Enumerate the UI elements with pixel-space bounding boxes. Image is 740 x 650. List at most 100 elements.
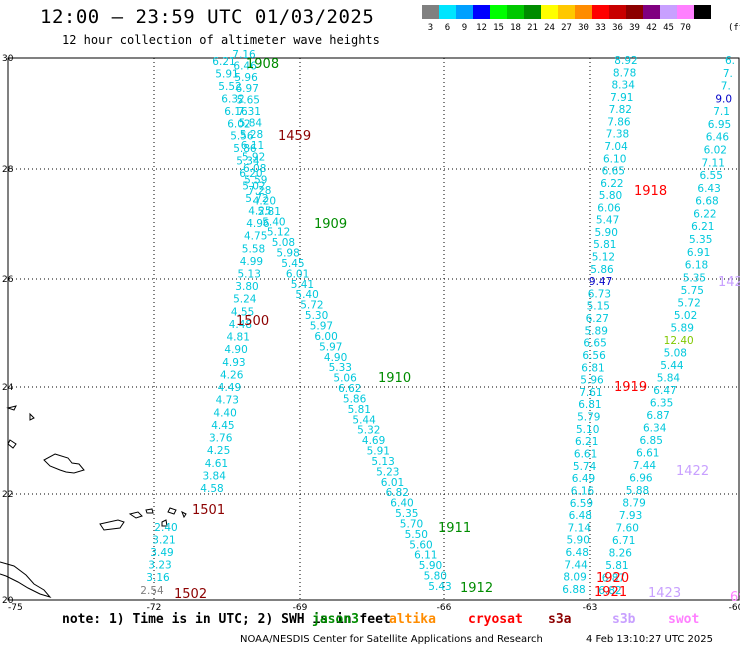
wave-height-value: 6.02 [704,145,727,157]
colorbar-label: 15 [493,23,504,33]
wave-height-value: 5.74 [573,461,597,473]
wave-height-value: 5.65 [237,95,260,107]
wave-height-value: 5.90 [567,535,590,547]
wave-height-value: 2.40 [154,522,177,534]
wave-height-value: 4.20 [253,196,276,208]
pass-time-label: 1910 [378,371,411,386]
wave-height-value: 7.61 [579,387,602,399]
wave-height-value: 7.91 [610,92,633,104]
colorbar-swatch [558,5,575,19]
wave-height-value: 5.10 [576,424,599,436]
colorbar-label: 18 [510,23,521,33]
pass-time-label: 1423 [648,586,681,601]
pass-time-label: 1911 [438,521,471,536]
wave-height-value: 8.26 [609,548,633,560]
wave-height-value: 5.91 [367,446,390,458]
wave-height-value: 8.79 [622,498,645,510]
wave-height-value: 6.97 [236,83,259,95]
colorbar-swatch [694,5,711,19]
colorbar-label: 30 [578,23,589,33]
colorbar-swatch [643,5,660,19]
colorbar-swatch [592,5,609,19]
wave-height-value: 6.65 [602,166,625,178]
wave-height-value: 5.35 [689,234,712,246]
wave-height-value: 8.09 [563,572,586,584]
colorbar-label: 6 [444,23,451,33]
wave-height-value: 6.02 [227,118,250,130]
wave-height-value: 9.47 [589,276,612,288]
wave-height-value: 4.48 [229,319,252,331]
wave-height-value: 5.97 [319,341,342,353]
wave-height-value: 5.40 [295,289,318,301]
legend-satellite-s3b: s3b [612,612,636,627]
wave-height-value: 4.61 [205,458,228,470]
wave-height-value: 6.68 [695,196,718,208]
wave-height-value: 5.34 [236,156,260,168]
wave-height-value: 6.34 [643,423,667,435]
wave-height-value: 6.82 [386,487,409,499]
wave-height-value: 7.86 [607,116,631,128]
wave-height-value: 7.82 [609,104,632,116]
wave-height-value: 6.48 [566,547,589,559]
latitude-tick-label: 26 [2,275,14,285]
wave-height-value: 6.01 [381,477,404,489]
colorbar-swatch [626,5,643,19]
wave-height-value: 5.59 [244,174,267,186]
colorbar-swatch [490,5,507,19]
colorbar-label: 9 [461,23,468,33]
wave-height-value: 7.44 [633,460,657,472]
wave-height-value: 6.59 [570,498,593,510]
altimeter-track: 6.7.7.9.07.16.956.466.027.116.556.436.68… [598,55,735,597]
colorbar-swatch [575,5,592,19]
wave-height-value: 6.46 [233,60,257,72]
latitude-tick-label: 28 [2,165,14,175]
wave-height-value: 6.82 [598,585,621,597]
longitude-tick-label: -63 [583,603,598,613]
wave-height-value: 3.16 [146,572,170,584]
pass-time-label: 1921 [594,585,627,600]
wave-height-value: 5.92 [242,152,265,164]
wave-height-value: 7.11 [702,157,725,169]
wave-height-value: 6.81 [578,399,601,411]
colorbar-bin: 33 [592,5,609,33]
wave-height-value: 5.30 [305,310,328,322]
wave-height-value: 5.44 [352,414,376,426]
wave-height-value: 6.48 [569,510,592,522]
colorbar-bin: 21 [524,5,541,33]
wave-height-value: 5.13 [238,269,261,281]
wave-height-value: 6.61 [636,448,659,460]
wave-height-value: 7.31 [238,106,261,118]
wave-height-value: 5.08 [272,237,295,249]
colorbar-bin: 70 [677,5,694,33]
wave-height-value: 7.44 [564,559,588,571]
latitude-tick-label: 30 [2,54,14,64]
wave-height-value: 5.24 [233,294,257,306]
wave-height-value: 5.70 [400,519,423,531]
wave-height-value: 6.71 [612,535,635,547]
wave-height-value: 4.40 [213,407,236,419]
colorbar-label: 39 [629,23,640,33]
colorbar-bin: 9 [456,5,473,33]
wave-height-value: 4.90 [324,352,347,364]
altimeter-tracks: 6.215.915.526.326.166.025.565.865.346.20… [140,49,735,597]
wave-height-value: 4.90 [224,344,247,356]
wave-height-value: 6.20 [239,168,262,180]
wave-height-value: 7. [721,81,731,93]
wave-height-value: 5.12 [267,227,290,239]
colorbar-label: 12 [476,23,487,33]
wave-height-value: 5.88 [626,485,649,497]
wave-height-value: 6.22 [693,208,716,220]
wave-height-value: 6.16 [224,106,248,118]
wave-height-value: 5.79 [577,412,600,424]
pass-time-label: 1502 [174,587,207,602]
wave-height-value: 5.12 [592,252,615,264]
wave-height-value: 5.84 [657,373,681,385]
wave-height-value: 6.35 [650,398,673,410]
map-frame [7,57,740,601]
wave-height-value: 2.54 [140,585,164,597]
wave-height-value: 6. [725,55,735,67]
colorbar-bin: 27 [558,5,575,33]
pass-time-labels: 1908 1459 1909 1500 1910 1501 1911 1502 1912 1918… [174,57,740,605]
wave-height-value: 5.97 [310,321,333,333]
